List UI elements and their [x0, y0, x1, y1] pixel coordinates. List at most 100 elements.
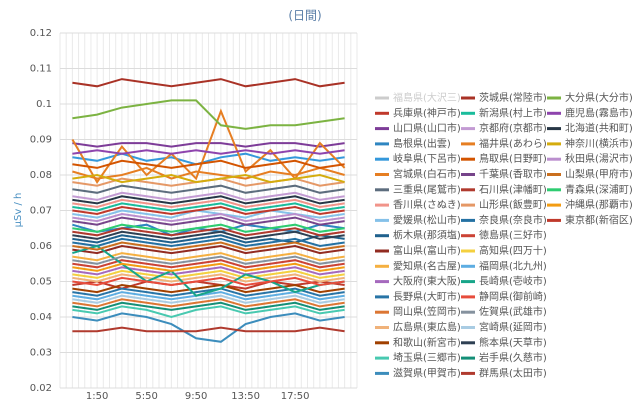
y-tick-label: 0.08 [30, 170, 52, 181]
y-tick-label: 0.12 [30, 28, 52, 39]
series-line [72, 227, 345, 237]
legend-label[interactable]: 兵庫県(神戸市) [393, 106, 461, 119]
legend-label[interactable]: 愛媛県(松山市) [393, 213, 461, 226]
legend-label[interactable]: 宮崎県(延岡市) [479, 321, 547, 334]
legend-label[interactable]: 石川県(津幡町) [479, 183, 547, 196]
x-tick-label: 1:50 [86, 391, 108, 400]
y-tick-label: 0.1 [36, 99, 52, 110]
legend-label[interactable]: 宮城県(白石市) [393, 168, 461, 181]
legend-label[interactable]: 栃木県(那須塩) [393, 229, 461, 242]
series-line [72, 269, 345, 279]
legend-label[interactable]: 富山県(富山市) [393, 244, 461, 257]
series-line [72, 294, 345, 304]
legend-label[interactable]: 青森県(深浦町) [565, 183, 633, 196]
legend-label[interactable]: 京都府(京都市) [479, 122, 547, 135]
legend-label[interactable]: 大分県(大分市) [565, 91, 633, 104]
legend-label[interactable]: 群馬県(太田市) [479, 366, 547, 379]
legend-label[interactable]: 埼玉県(三郷市) [393, 351, 461, 364]
legend-label[interactable]: 長野県(大町市) [393, 290, 461, 303]
legend-label[interactable]: 岐阜県(下呂市) [393, 152, 461, 165]
legend-label[interactable]: 佐賀県(武雄市) [479, 305, 547, 318]
legend-label[interactable]: 島根県(出雲) [393, 137, 451, 150]
series-line [72, 195, 345, 205]
x-tick-label: 13:50 [231, 391, 260, 400]
series-line [72, 262, 345, 272]
series-line [72, 212, 345, 223]
legend-label[interactable]: 福井県(あわら) [479, 137, 547, 150]
legend-label[interactable]: 千葉県(香取市) [479, 168, 547, 181]
legend-label[interactable]: 岩手県(久慈市) [479, 351, 547, 364]
series-line [72, 230, 345, 240]
series-line [72, 149, 345, 155]
legend-label[interactable]: 大阪府(東大阪) [393, 275, 461, 288]
legend-label[interactable]: 滋賀県(甲賀市) [393, 366, 461, 379]
series-line [72, 99, 345, 130]
series-line [72, 255, 345, 265]
series-line [72, 237, 345, 248]
series-line [72, 216, 345, 226]
x-tick-label: 5:50 [135, 391, 157, 400]
series-line [72, 241, 345, 251]
y-tick-label: 0.11 [30, 64, 52, 75]
series-line [72, 276, 345, 287]
legend-label[interactable]: 山口県(山口市) [393, 122, 461, 135]
series-line [72, 273, 345, 283]
y-tick-label: 0.02 [30, 383, 52, 394]
x-tick-label: 9:50 [185, 391, 207, 400]
y-tick-label: 0.03 [30, 348, 52, 359]
legend-label[interactable]: 新潟県(村上市) [479, 106, 547, 119]
legend-label[interactable]: 徳島県(三好市) [479, 229, 547, 242]
y-tick-label: 0.04 [30, 312, 52, 323]
legend-label[interactable]: 広島県(東広島) [393, 321, 461, 334]
series-line [72, 198, 345, 209]
series-line [72, 298, 345, 308]
legend-label[interactable]: 和歌山(新宮市) [393, 336, 461, 349]
series-line [72, 152, 345, 166]
series-line [72, 244, 345, 255]
legend-label[interactable]: 福岡県(北九州) [479, 259, 547, 272]
series-line [72, 283, 345, 294]
legend-label[interactable]: 長崎県(壱岐市) [479, 275, 547, 288]
series-line [72, 223, 345, 233]
series-line [72, 287, 345, 297]
series-line [72, 280, 345, 290]
chart-title: (日間) [288, 9, 321, 23]
series-line [72, 202, 345, 212]
series-line [72, 173, 345, 184]
series-line [72, 184, 345, 194]
legend-label[interactable]: 香川県(さぬき) [393, 199, 461, 211]
y-tick-label: 0.06 [30, 241, 52, 252]
series-line [72, 312, 345, 343]
legend-label[interactable]: 鳥取県(日野町) [479, 152, 547, 165]
legend-label[interactable]: 高知県(四万十) [479, 244, 547, 257]
series-line [72, 326, 345, 333]
series-line [72, 252, 345, 262]
series-line [72, 191, 345, 201]
legend-label[interactable]: 鹿児島(霧島市) [565, 106, 633, 119]
series-line [72, 78, 345, 88]
series-line [72, 244, 345, 297]
legend-label[interactable]: 熊本県(天草市) [479, 336, 547, 349]
y-tick-label: 0.07 [30, 206, 52, 217]
y-axis-label: μSv / h [13, 193, 24, 228]
series-line [72, 301, 345, 311]
legend-label[interactable]: 茨城県(常陸市) [479, 91, 547, 104]
legend-label[interactable]: 山形県(飯豊町) [479, 198, 547, 211]
legend-label[interactable]: 北海道(共和町) [565, 122, 633, 135]
legend-label[interactable]: 岡山県(笠岡市) [393, 305, 461, 318]
legend-label[interactable]: 三重県(尾鷲市) [393, 183, 461, 196]
legend-label[interactable]: 山梨県(甲府市) [565, 168, 633, 181]
legend-label[interactable]: 秋田県(湯沢市) [565, 152, 633, 165]
series-line [72, 266, 345, 276]
series-line [72, 159, 345, 169]
legend-label[interactable]: 愛知県(名古屋) [393, 259, 461, 272]
legend-label[interactable]: 沖縄県(那覇市) [565, 198, 633, 211]
series-line [72, 205, 345, 216]
legend-label[interactable]: 奈良県(奈良市) [479, 213, 547, 226]
legend-label[interactable]: 福島県(大沢三) [393, 91, 461, 104]
legend-label[interactable]: 神奈川(横浜市) [565, 137, 633, 150]
legend-label[interactable]: 東京都(新宿区) [565, 213, 633, 226]
series-line [72, 234, 345, 244]
x-tick-label: 17:50 [281, 391, 310, 400]
legend-label[interactable]: 静岡県(御前崎) [479, 290, 547, 303]
